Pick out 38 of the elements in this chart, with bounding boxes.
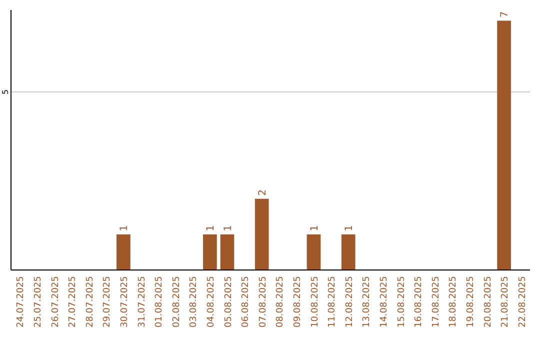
x-tick-label: 05.08.2025 — [224, 276, 234, 328]
x-tick-label: 25.07.2025 — [33, 276, 44, 328]
x-tick-label: 18.08.2025 — [448, 276, 459, 328]
x-tick-label: 15.08.2025 — [396, 276, 407, 328]
x-tick-label: 13.08.2025 — [362, 276, 372, 328]
x-tick-label: 07.08.2025 — [258, 276, 268, 328]
x-tick-label: 10.08.2025 — [310, 276, 320, 328]
data-label: 7 — [500, 11, 511, 18]
x-tick-label: 20.08.2025 — [483, 276, 494, 328]
x-tick-label: 02.08.2025 — [172, 276, 182, 328]
x-tick-label: 30.07.2025 — [120, 276, 130, 328]
x-tick-label: 21.08.2025 — [500, 276, 511, 328]
x-tick-label: 01.08.2025 — [154, 276, 165, 328]
x-tick-label: 08.08.2025 — [276, 276, 286, 328]
data-label: 1 — [309, 225, 320, 232]
data-label: 1 — [344, 225, 355, 232]
x-tick-label: 28.07.2025 — [85, 276, 96, 328]
x-tick-label: 11.08.2025 — [328, 276, 338, 328]
x-tick-label: 19.08.2025 — [466, 276, 476, 328]
y-tick-label: 5 — [1, 89, 10, 94]
x-tick-label: 06.08.2025 — [241, 276, 252, 328]
data-label: 1 — [222, 225, 234, 232]
x-tick-label: 14.08.2025 — [379, 276, 390, 328]
x-tick-label: 17.08.2025 — [431, 276, 442, 328]
x-tick-label: 26.07.2025 — [50, 276, 61, 328]
x-tick-label: 12.08.2025 — [344, 276, 355, 328]
x-tick-label: 04.08.2025 — [206, 276, 216, 328]
x-tick-label: 16.08.2025 — [414, 276, 424, 328]
x-tick-label: 22.08.2025 — [518, 276, 528, 328]
data-label: 1 — [118, 225, 130, 232]
x-tick-label: 09.08.2025 — [292, 276, 303, 328]
x-tick-label: 24.07.2025 — [16, 276, 26, 328]
x-tick-label: 03.08.2025 — [189, 276, 200, 328]
x-tick-label: 31.07.2025 — [137, 276, 148, 328]
x-tick-label: 29.07.2025 — [102, 276, 113, 328]
data-label: 1 — [205, 225, 216, 232]
data-label: 2 — [257, 189, 268, 196]
x-tick-label: 27.07.2025 — [68, 276, 78, 328]
